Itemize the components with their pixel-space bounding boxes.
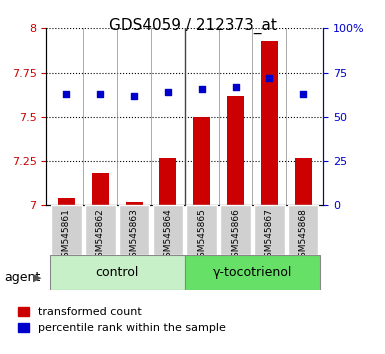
FancyBboxPatch shape xyxy=(254,205,285,255)
Text: agent: agent xyxy=(4,272,40,284)
Legend: transformed count, percentile rank within the sample: transformed count, percentile rank withi… xyxy=(13,303,230,338)
Bar xyxy=(92,173,109,205)
Bar xyxy=(193,117,210,205)
Bar xyxy=(295,158,311,205)
Point xyxy=(233,84,239,90)
Text: GSM545866: GSM545866 xyxy=(231,208,240,263)
Point xyxy=(266,75,273,81)
FancyBboxPatch shape xyxy=(220,205,251,255)
Text: GDS4059 / 212373_at: GDS4059 / 212373_at xyxy=(109,18,276,34)
Text: control: control xyxy=(95,266,139,279)
Bar xyxy=(159,158,176,205)
Text: GSM545861: GSM545861 xyxy=(62,208,71,263)
Bar xyxy=(227,96,244,205)
Text: ▶: ▶ xyxy=(33,273,41,283)
FancyBboxPatch shape xyxy=(85,205,115,255)
Bar xyxy=(58,198,75,205)
Text: GSM545864: GSM545864 xyxy=(163,208,172,263)
FancyBboxPatch shape xyxy=(119,205,149,255)
Point xyxy=(165,89,171,95)
Text: GSM545862: GSM545862 xyxy=(96,208,105,263)
Point xyxy=(97,91,103,97)
Text: GSM545868: GSM545868 xyxy=(299,208,308,263)
FancyBboxPatch shape xyxy=(186,205,217,255)
Text: GSM545867: GSM545867 xyxy=(265,208,274,263)
FancyBboxPatch shape xyxy=(288,205,318,255)
Text: γ-tocotrienol: γ-tocotrienol xyxy=(213,266,292,279)
FancyBboxPatch shape xyxy=(153,205,183,255)
Point xyxy=(199,86,205,91)
Bar xyxy=(261,41,278,205)
FancyBboxPatch shape xyxy=(50,255,185,290)
Point xyxy=(131,93,137,98)
FancyBboxPatch shape xyxy=(185,255,320,290)
Point xyxy=(64,91,70,97)
FancyBboxPatch shape xyxy=(51,205,82,255)
Point xyxy=(300,91,306,97)
Text: GSM545865: GSM545865 xyxy=(197,208,206,263)
Bar xyxy=(126,202,142,205)
Text: GSM545863: GSM545863 xyxy=(130,208,139,263)
